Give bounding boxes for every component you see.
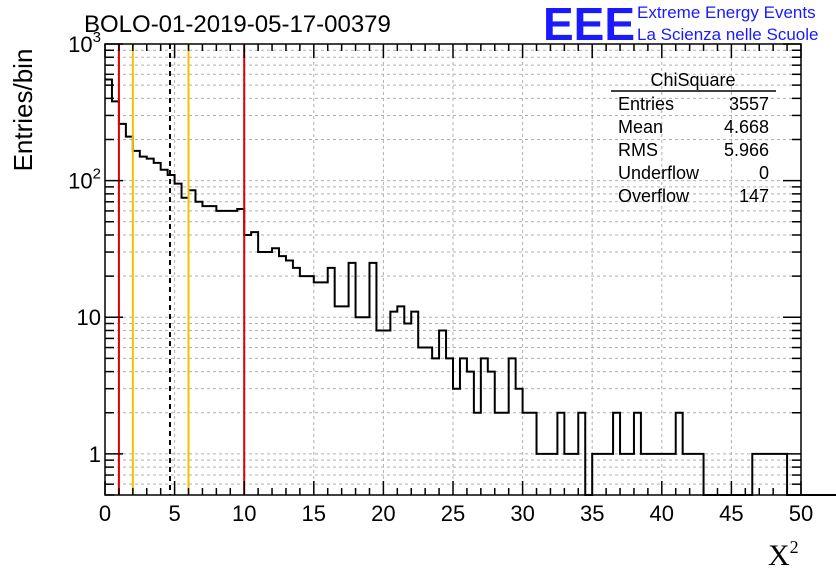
x-tick-label: 40 [650,501,674,526]
stats-value: 3557 [729,94,769,114]
stats-rows: Entries 3557 Mean 4.668 RMS 5.966 Underflow 0 Ov… [618,94,769,206]
plot-title: BOLO-01-2019-05-17-00379 [84,11,391,38]
x-tick-labels: 0 5 10 15 20 25 30 35 40 45 50 [99,501,813,526]
stats-header: ChiSquare [650,70,735,90]
stats-label: Entries [618,94,674,114]
x-tick-label: 0 [99,501,111,526]
x-tick-label: 5 [168,501,180,526]
x-axis-label: X2 [768,537,799,572]
y-tick-label: 102 [68,166,101,194]
stats-value: 5.966 [724,140,769,160]
stats-value: 147 [739,186,769,206]
eee-logo-mark: EEE [543,0,635,50]
stats-label: Underflow [618,163,700,183]
eee-logo-line1: Extreme Energy Events [637,3,816,22]
x-tick-label: 15 [302,501,326,526]
x-tick-label: 30 [510,501,534,526]
x-tick-label: 35 [580,501,604,526]
y-tick-label: 1 [89,442,101,467]
x-tick-label: 10 [232,501,256,526]
y-tick-label: 103 [68,29,101,57]
stats-label: RMS [618,140,658,160]
eee-logo: EEE Extreme Energy Events La Scienza nel… [543,0,818,50]
stats-value: 0 [759,163,769,183]
x-tick-label: 20 [371,501,395,526]
stats-box: ChiSquare Entries 3557 Mean 4.668 RMS 5.966 Un… [611,70,776,206]
y-tick-labels: 1 10 102 103 [68,29,101,467]
x-tick-label: 25 [441,501,465,526]
y-axis-label: Entries/bin [8,49,38,172]
x-tick-label: 45 [719,501,743,526]
x-tick-label: 50 [789,501,813,526]
eee-logo-line2: La Scienza nelle Scuole [637,25,818,44]
stats-value: 4.668 [724,117,769,137]
stats-label: Mean [618,117,663,137]
axis-ticks [104,43,802,496]
stats-label: Overflow [618,186,690,206]
reference-lines [117,44,246,495]
y-tick-label: 10 [77,305,101,330]
